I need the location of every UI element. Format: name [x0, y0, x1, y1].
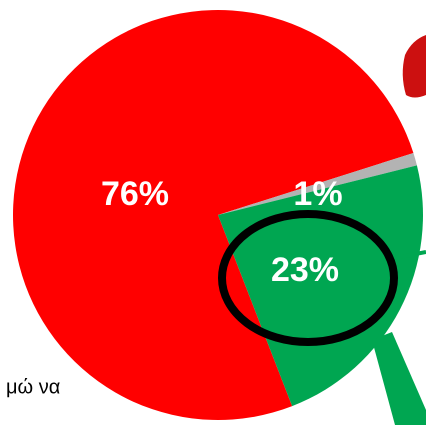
pie [13, 9, 423, 420]
slice [218, 153, 417, 215]
annotation: μώ να [6, 376, 60, 398]
car-fragment [402, 35, 426, 98]
slice [218, 165, 423, 407]
highlight-ring [218, 210, 398, 346]
value-label: 23% [271, 251, 339, 289]
value-label: 76% [101, 175, 169, 213]
value-label: 1% [293, 175, 342, 213]
value-labels: 76% 1% 23% [101, 175, 343, 289]
slice [13, 9, 414, 420]
arrow-tail [394, 250, 426, 260]
arrow [372, 332, 426, 425]
